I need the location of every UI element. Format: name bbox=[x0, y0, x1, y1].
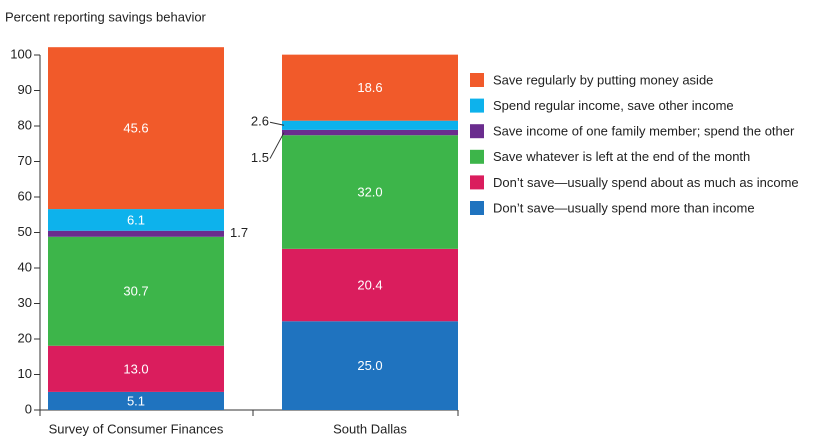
legend-swatch bbox=[470, 149, 484, 164]
legend-label: Don’t save—usually spend about as much a… bbox=[493, 175, 799, 190]
value-label: 18.6 bbox=[357, 80, 382, 95]
bar-segment bbox=[48, 209, 224, 231]
bar-segment bbox=[282, 120, 458, 130]
legend-swatch bbox=[470, 201, 484, 215]
x-tick-label: South Dallas bbox=[333, 421, 407, 436]
value-label: 6.1 bbox=[127, 212, 145, 227]
y-tick-label: 30 bbox=[18, 295, 32, 310]
bar-segment bbox=[48, 230, 224, 237]
bar-segment bbox=[48, 236, 224, 346]
legend-label: Don’t save—usually spend more than incom… bbox=[493, 200, 755, 215]
legend-label: Save income of one family member; spend … bbox=[493, 124, 795, 139]
legend-label: Spend regular income, save other income bbox=[493, 98, 734, 113]
bar-segment bbox=[48, 345, 224, 392]
value-label: 5.1 bbox=[127, 393, 145, 408]
legend-label: Save regularly by putting money aside bbox=[493, 72, 713, 87]
y-tick-label: 80 bbox=[18, 117, 32, 132]
y-tick-label: 70 bbox=[18, 153, 32, 168]
legend-swatch bbox=[470, 175, 484, 190]
y-tick-label: 100 bbox=[10, 46, 32, 61]
value-label: 20.4 bbox=[357, 277, 382, 292]
y-axis-title: Percent reporting savings behavior bbox=[5, 9, 207, 24]
bar-segment bbox=[282, 321, 458, 410]
legend-swatch bbox=[470, 124, 484, 139]
y-tick-label: 60 bbox=[18, 188, 32, 203]
y-tick-label: 0 bbox=[25, 401, 32, 416]
value-label: 25.0 bbox=[357, 358, 382, 373]
x-tick-label: Survey of Consumer Finances bbox=[49, 421, 224, 436]
value-label: 1.7 bbox=[230, 225, 248, 240]
bar-segment bbox=[282, 129, 458, 136]
bar-segment bbox=[282, 54, 458, 121]
leader-line bbox=[269, 132, 285, 159]
value-label: 1.5 bbox=[251, 150, 269, 165]
value-label: 2.6 bbox=[251, 114, 269, 129]
y-tick-label: 20 bbox=[18, 330, 32, 345]
y-tick-label: 10 bbox=[18, 366, 32, 381]
bar-segment bbox=[48, 391, 224, 410]
y-tick-label: 40 bbox=[18, 259, 32, 274]
bar-segment bbox=[282, 135, 458, 249]
value-label: 30.7 bbox=[123, 284, 148, 299]
legend-label: Save whatever is left at the end of the … bbox=[493, 149, 750, 164]
bar-segment bbox=[48, 47, 224, 210]
value-label: 13.0 bbox=[123, 361, 148, 376]
bar-segment bbox=[282, 248, 458, 322]
y-tick-label: 50 bbox=[18, 224, 32, 239]
legend-swatch bbox=[470, 98, 484, 113]
legend-swatch bbox=[470, 73, 484, 87]
value-label: 45.6 bbox=[123, 121, 148, 136]
y-tick-label: 90 bbox=[18, 82, 32, 97]
value-label: 32.0 bbox=[357, 184, 382, 199]
leader-line bbox=[269, 121, 285, 126]
